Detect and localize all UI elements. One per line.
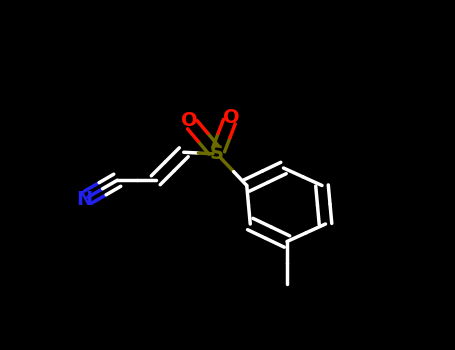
Text: O: O xyxy=(181,111,197,130)
Text: N: N xyxy=(76,190,92,209)
Text: S: S xyxy=(210,145,224,163)
Text: O: O xyxy=(222,108,239,127)
